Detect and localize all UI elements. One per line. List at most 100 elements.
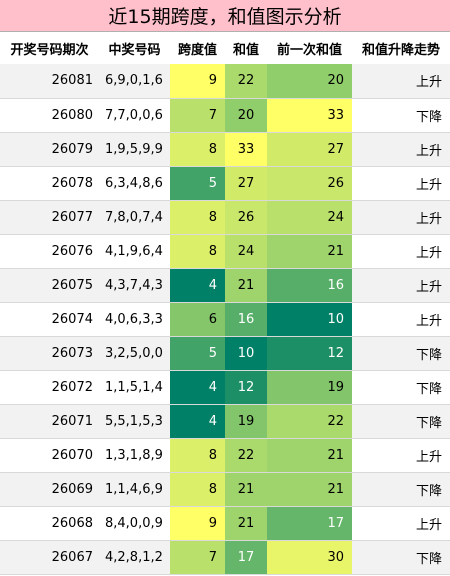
prev-sum-cell: 26	[267, 166, 352, 200]
prev-sum-cell: 19	[267, 370, 352, 404]
header-span: 跨度值	[177, 42, 217, 58]
table-row: 26078 6,3,4,8,6 5 27 26 上升	[0, 166, 450, 200]
table-row: 26072 1,1,5,1,4 4 12 19 下降	[0, 370, 450, 404]
trend-cell: 上升	[415, 313, 442, 329]
period-cell: 26077	[51, 209, 93, 225]
prev-sum-cell: 33	[267, 98, 352, 132]
numbers-cell: 4,0,6,3,3	[105, 311, 163, 327]
prev-sum-cell: 27	[267, 132, 352, 166]
table-row: 26071 5,5,1,5,3 4 19 22 下降	[0, 404, 450, 438]
trend-cell: 上升	[415, 449, 442, 465]
numbers-cell: 8,4,0,0,9	[105, 515, 163, 531]
trend-cell: 上升	[415, 75, 442, 91]
table-row: 26070 1,3,1,8,9 8 22 21 上升	[0, 438, 450, 472]
span-cell: 9	[170, 64, 225, 98]
trend-cell: 下降	[415, 347, 442, 363]
span-cell: 7	[170, 98, 225, 132]
span-cell: 4	[170, 404, 225, 438]
span-cell: 8	[170, 132, 225, 166]
sum-cell: 21	[225, 268, 267, 302]
sum-cell: 21	[225, 506, 267, 540]
prev-sum-cell: 21	[267, 234, 352, 268]
period-cell: 26081	[51, 73, 93, 89]
prev-sum-cell: 20	[267, 64, 352, 98]
numbers-cell: 6,9,0,1,6	[105, 73, 163, 89]
period-cell: 26075	[51, 277, 93, 293]
span-cell: 8	[170, 472, 225, 506]
sum-cell: 16	[225, 302, 267, 336]
span-cell: 7	[170, 540, 225, 574]
table-row: 26068 8,4,0,0,9 9 21 17 上升	[0, 506, 450, 540]
trend-cell: 下降	[415, 483, 442, 499]
trend-cell: 上升	[415, 517, 442, 533]
prev-sum-cell: 24	[267, 200, 352, 234]
trend-cell: 下降	[415, 415, 442, 431]
trend-cell: 上升	[415, 143, 442, 159]
trend-cell: 上升	[415, 279, 442, 295]
span-cell: 8	[170, 200, 225, 234]
numbers-cell: 1,1,5,1,4	[105, 379, 163, 395]
period-cell: 26080	[51, 107, 93, 123]
table-row: 26080 7,7,0,0,6 7 20 33 下降	[0, 98, 450, 132]
table-row: 26075 4,3,7,4,3 4 21 16 上升	[0, 268, 450, 302]
sum-cell: 22	[225, 64, 267, 98]
header-prev-sum: 前一次和值	[276, 42, 342, 58]
period-cell: 26078	[51, 175, 93, 191]
period-cell: 26076	[51, 243, 93, 259]
header-row: 开奖号码期次 中奖号码 跨度值 和值 前一次和值 和值升降走势	[0, 32, 450, 64]
numbers-cell: 3,2,5,0,0	[105, 345, 163, 361]
sum-cell: 22	[225, 438, 267, 472]
sum-cell: 12	[225, 370, 267, 404]
prev-sum-cell: 22	[267, 404, 352, 438]
period-cell: 26072	[51, 379, 93, 395]
sum-cell: 27	[225, 166, 267, 200]
span-cell: 8	[170, 438, 225, 472]
numbers-cell: 4,3,7,4,3	[105, 277, 163, 293]
prev-sum-cell: 16	[267, 268, 352, 302]
numbers-cell: 4,1,9,6,4	[105, 243, 163, 259]
span-cell: 5	[170, 166, 225, 200]
numbers-cell: 5,5,1,5,3	[105, 413, 163, 429]
span-cell: 5	[170, 336, 225, 370]
header-numbers: 中奖号码	[108, 42, 161, 58]
trend-cell: 下降	[415, 381, 442, 397]
trend-cell: 上升	[415, 177, 442, 193]
span-cell: 8	[170, 234, 225, 268]
prev-sum-cell: 17	[267, 506, 352, 540]
table-row: 26074 4,0,6,3,3 6 16 10 上升	[0, 302, 450, 336]
prev-sum-cell: 30	[267, 540, 352, 574]
prev-sum-cell: 10	[267, 302, 352, 336]
sum-cell: 26	[225, 200, 267, 234]
sum-cell: 17	[225, 540, 267, 574]
table-row: 26069 1,1,4,6,9 8 21 21 下降	[0, 472, 450, 506]
table-row: 26076 4,1,9,6,4 8 24 21 上升	[0, 234, 450, 268]
numbers-cell: 6,3,4,8,6	[105, 175, 163, 191]
sum-cell: 10	[225, 336, 267, 370]
span-cell: 4	[170, 370, 225, 404]
trend-cell: 上升	[415, 245, 442, 261]
header-period: 开奖号码期次	[10, 42, 89, 58]
numbers-cell: 1,3,1,8,9	[105, 447, 163, 463]
period-cell: 26074	[51, 311, 93, 327]
period-cell: 26067	[51, 549, 93, 565]
prev-sum-cell: 21	[267, 472, 352, 506]
sum-cell: 19	[225, 404, 267, 438]
sum-cell: 20	[225, 98, 267, 132]
span-cell: 4	[170, 268, 225, 302]
period-cell: 26079	[51, 141, 93, 157]
period-cell: 26070	[51, 447, 93, 463]
trend-cell: 下降	[415, 109, 442, 125]
trend-cell: 上升	[415, 211, 442, 227]
sum-cell: 24	[225, 234, 267, 268]
period-cell: 26073	[51, 345, 93, 361]
numbers-cell: 7,8,0,7,4	[105, 209, 163, 225]
span-cell: 6	[170, 302, 225, 336]
prev-sum-cell: 12	[267, 336, 352, 370]
sum-cell: 21	[225, 472, 267, 506]
sum-cell: 33	[225, 132, 267, 166]
period-cell: 26069	[51, 481, 93, 497]
table-row: 26077 7,8,0,7,4 8 26 24 上升	[0, 200, 450, 234]
numbers-cell: 7,7,0,0,6	[105, 107, 163, 123]
numbers-cell: 1,9,5,9,9	[105, 141, 163, 157]
table-row: 26079 1,9,5,9,9 8 33 27 上升	[0, 132, 450, 166]
